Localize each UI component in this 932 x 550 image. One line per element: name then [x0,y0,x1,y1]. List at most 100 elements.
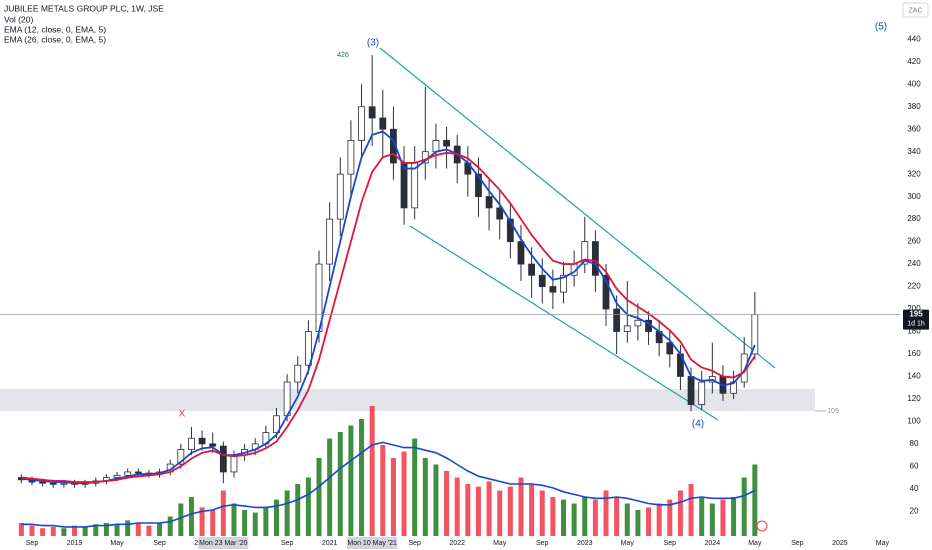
ema-line [21,130,756,485]
candle-body [336,173,344,220]
volume-bar [731,497,737,536]
volume-bar [390,458,396,536]
candle-body [613,308,621,332]
x-tick-label: Sep [664,540,677,547]
volume-bar [348,425,354,536]
volume-bar [454,477,460,536]
legend-title: JUBILEE METALS GROUP PLC, 1W, JSE [4,3,164,13]
volume-bar [529,484,535,536]
volume-bar [550,497,556,536]
x-tick-label: 2024 [705,540,721,547]
candle-body [538,274,546,287]
candle-body [49,482,57,485]
volume-bar [614,497,620,536]
volume-bar [93,524,99,536]
alert-icon[interactable] [756,520,768,532]
high-label: 426 [337,52,349,59]
last-price-label: 195 [909,310,923,319]
candle-body [666,342,674,355]
x-highlight-box [198,537,249,549]
legend-ema12: EMA (12, close, 0, EMA, 5) [4,24,106,34]
wave-label: (5) [875,22,887,33]
volume-bar [188,497,194,536]
candle-body [687,376,695,405]
volume-bar [125,520,131,536]
y-tick-label: 340 [907,147,921,156]
volume-bar [635,510,641,536]
x-tick-label: Sep [408,540,421,547]
candle-body [39,481,47,484]
candle-body [358,106,365,141]
volume-bar [359,419,365,536]
y-tick-label: 220 [907,282,921,291]
volume-bar [242,510,248,536]
candle-body [432,140,440,153]
y-tick-label: 400 [907,79,921,88]
volume-bar [157,523,163,536]
y-tick-label: 360 [907,124,921,133]
y-tick-label: 40 [910,484,919,493]
x-tick-label: Sep [536,540,549,547]
volume-bar [114,524,120,536]
y-tick-label: 240 [907,259,921,268]
currency: ZAC [909,7,923,14]
volume-bar [486,481,492,536]
volume-bar [135,523,141,536]
volume-bar [50,526,56,536]
x-highlight-label: Mon 23 Mar '20 [199,540,248,547]
volume-bar [231,503,237,536]
legend-ema26: EMA (26, close, 0, EMA, 5) [4,34,106,44]
volume-bar [316,458,322,536]
candle-body [304,331,312,366]
volume-bar [263,507,269,536]
volume-bar [284,490,290,536]
volume-bar [561,499,566,536]
x-tick-label: 2022 [449,540,465,547]
volume-bar [699,497,705,536]
y-tick-label: 80 [910,439,919,448]
volume-bar [475,486,481,536]
x-tick-label: May [748,540,762,547]
x-tick-label: 2021 [322,540,338,547]
volume-bar [146,525,152,536]
volume-bar [752,464,758,536]
y-tick-label: 20 [910,506,919,515]
volume-bar [592,499,598,536]
candle-body [634,319,642,327]
volume-bar [178,503,184,536]
legend-volume: Vol (20) [4,14,33,24]
candle-body [411,162,419,209]
y-tick-label: 380 [907,102,921,111]
x-tick-label: Sep [153,540,166,547]
volume-bar [646,507,652,536]
volume-bar [582,497,588,536]
y-tick-label: 160 [907,349,921,358]
y-tick-label: 180 [907,327,921,336]
volume-bar [497,490,503,536]
volume-bar [273,499,279,536]
volume-bar [422,458,428,536]
countdown: 1d 1h [907,320,925,327]
y-tick-label: 60 [910,461,919,470]
currency-box [902,2,929,18]
y-tick-label: 100 [907,416,921,425]
volume-bar [40,528,46,536]
candle-body [517,241,525,265]
x-tick-label: May [621,540,635,547]
volume-bar [677,490,683,536]
volume-bar [199,507,205,536]
volume-bar [29,525,35,536]
candle-body [113,474,121,478]
candle-body [602,274,610,310]
candle-body [528,263,536,276]
x-highlight-box [347,537,398,549]
candle-body [698,381,706,405]
volume-bar [210,510,216,536]
channel-lower [409,225,719,421]
x-tick-label: May [493,540,507,547]
volume-bar [518,477,524,536]
x-tick-label: 2025 [832,540,848,547]
candle-body [177,449,185,465]
candle-body [496,207,504,220]
x-tick-label: 2023 [577,540,593,547]
